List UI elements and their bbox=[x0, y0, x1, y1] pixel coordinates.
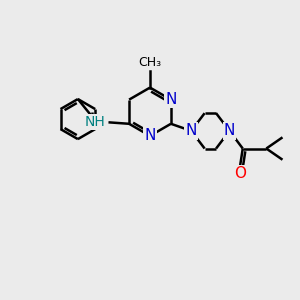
Text: CH₃: CH₃ bbox=[138, 56, 162, 69]
Text: O: O bbox=[234, 166, 246, 181]
Text: N: N bbox=[165, 92, 177, 107]
Text: NH: NH bbox=[84, 115, 105, 129]
Text: N: N bbox=[224, 123, 235, 138]
Text: N: N bbox=[144, 128, 156, 143]
Text: N: N bbox=[185, 123, 197, 138]
